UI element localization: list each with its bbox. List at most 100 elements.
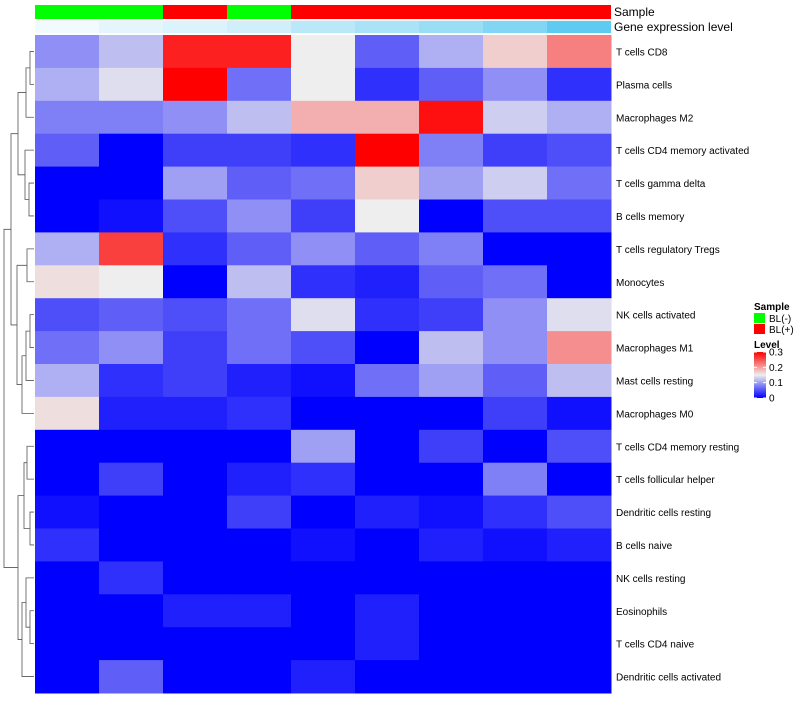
heatmap-cell bbox=[483, 35, 548, 69]
row-label: Eosinophils bbox=[616, 607, 667, 618]
heatmap-cell bbox=[227, 429, 292, 464]
heatmap-cell bbox=[291, 298, 356, 332]
heatmap-cell bbox=[291, 561, 356, 595]
heatmap-cell bbox=[99, 265, 164, 299]
legend-swatch-bl-plus bbox=[754, 324, 765, 334]
gene-expression-annotation-cell bbox=[355, 21, 419, 33]
sample-annotation-cell bbox=[547, 5, 611, 19]
heatmap-cell bbox=[483, 660, 548, 694]
heatmap-cell bbox=[227, 627, 292, 661]
row-label: T cells follicular helper bbox=[616, 475, 715, 486]
heatmap-cell bbox=[35, 364, 100, 398]
heatmap-cell bbox=[99, 133, 164, 168]
level-tick-label: 0.1 bbox=[769, 378, 783, 389]
dendrogram-branch bbox=[29, 610, 34, 645]
heatmap-cell bbox=[483, 429, 548, 464]
heatmap-cell bbox=[355, 495, 420, 529]
heatmap-cell bbox=[99, 594, 164, 628]
gene-expression-annotation-cell bbox=[163, 21, 227, 33]
gene-expression-annotation-cell bbox=[547, 21, 611, 33]
heatmap-cell bbox=[35, 166, 100, 200]
heatmap-cell bbox=[355, 429, 420, 464]
heatmap-cell bbox=[35, 265, 100, 299]
heatmap-cell bbox=[291, 495, 356, 529]
heatmap-cell bbox=[99, 396, 164, 431]
heatmap-cell bbox=[419, 265, 484, 299]
heatmap-cell bbox=[419, 364, 484, 398]
heatmap-cell bbox=[99, 561, 164, 595]
level-tick-label: 0.3 bbox=[769, 348, 783, 359]
heatmap-cell bbox=[483, 561, 548, 595]
row-dendrogram bbox=[3, 51, 34, 677]
row-label: Macrophages M1 bbox=[616, 344, 694, 355]
heatmap-cell bbox=[227, 199, 292, 233]
heatmap-cell bbox=[163, 166, 228, 200]
row-label: T cells regulatory Tregs bbox=[616, 245, 720, 256]
row-label: Dendritic cells activated bbox=[616, 673, 721, 684]
sample-annotation-cell bbox=[227, 5, 291, 19]
heatmap-cell bbox=[35, 35, 100, 69]
heatmap-cell bbox=[547, 396, 612, 431]
heatmap-cell bbox=[547, 166, 612, 200]
heatmap-cell bbox=[291, 364, 356, 398]
heatmap-cell bbox=[227, 265, 292, 299]
heatmap-cell bbox=[291, 331, 356, 365]
heatmap-cell bbox=[419, 298, 484, 332]
heatmap-cell bbox=[35, 660, 100, 694]
heatmap-cell bbox=[547, 528, 612, 562]
heatmap-cell bbox=[291, 627, 356, 661]
row-label: Macrophages M2 bbox=[616, 113, 694, 124]
heatmap-cell bbox=[547, 35, 612, 69]
heatmap-cell bbox=[355, 199, 420, 233]
heatmap-cell bbox=[163, 429, 228, 464]
sample-track-label: Sample bbox=[614, 5, 655, 19]
heatmap-cell bbox=[483, 298, 548, 332]
heatmap-cell bbox=[547, 462, 612, 497]
heatmap-cell bbox=[291, 429, 356, 464]
dendrogram-branch bbox=[29, 51, 34, 85]
heatmap-cell bbox=[227, 166, 292, 200]
heatmap-cell bbox=[547, 199, 612, 233]
heatmap-cell bbox=[419, 660, 484, 694]
heatmap-cell bbox=[163, 232, 228, 266]
heatmap-cell bbox=[163, 133, 228, 168]
heatmap-cell bbox=[355, 100, 420, 135]
heatmap-cell bbox=[291, 594, 356, 628]
heatmap-cell bbox=[227, 528, 292, 562]
dendrogram-branch bbox=[26, 445, 34, 480]
row-label: T cells CD4 memory resting bbox=[616, 442, 739, 453]
heatmap-cell bbox=[483, 67, 548, 102]
dendrogram-branch bbox=[21, 602, 34, 677]
heatmap-cell bbox=[227, 594, 292, 628]
heatmap-cell bbox=[163, 298, 228, 332]
heatmap-cell bbox=[35, 495, 100, 529]
heatmap-cell bbox=[227, 396, 292, 431]
heatmap-cell bbox=[419, 528, 484, 562]
row-label: Macrophages M0 bbox=[616, 409, 694, 420]
heatmap-cell bbox=[355, 594, 420, 628]
heatmap-cell bbox=[355, 627, 420, 661]
heatmap-cell bbox=[227, 100, 292, 135]
heatmap-cell bbox=[291, 462, 356, 497]
heatmap-cell bbox=[35, 528, 100, 562]
heatmap-cell bbox=[291, 265, 356, 299]
row-label: Dendritic cells resting bbox=[616, 508, 711, 519]
heatmap-cell bbox=[419, 396, 484, 431]
heatmap-cell bbox=[227, 232, 292, 266]
heatmap-cell bbox=[355, 561, 420, 595]
heatmap-cell bbox=[227, 298, 292, 332]
row-label: B cells memory bbox=[616, 212, 684, 223]
gene-expression-annotation-cell bbox=[291, 21, 355, 33]
heatmap-cell bbox=[483, 331, 548, 365]
heatmap-cell bbox=[291, 133, 356, 168]
dendrogram-branch bbox=[21, 355, 34, 414]
heatmap-cell bbox=[99, 67, 164, 102]
heatmap-cell bbox=[163, 627, 228, 661]
heatmap-cell bbox=[99, 364, 164, 398]
heatmap-cell bbox=[35, 331, 100, 365]
heatmap-cell bbox=[547, 660, 612, 694]
heatmap-cell bbox=[35, 462, 100, 497]
row-labels: T cells CD8 Plasma cells Macrophages M2 T c… bbox=[616, 47, 749, 683]
heatmap-cell bbox=[355, 67, 420, 102]
